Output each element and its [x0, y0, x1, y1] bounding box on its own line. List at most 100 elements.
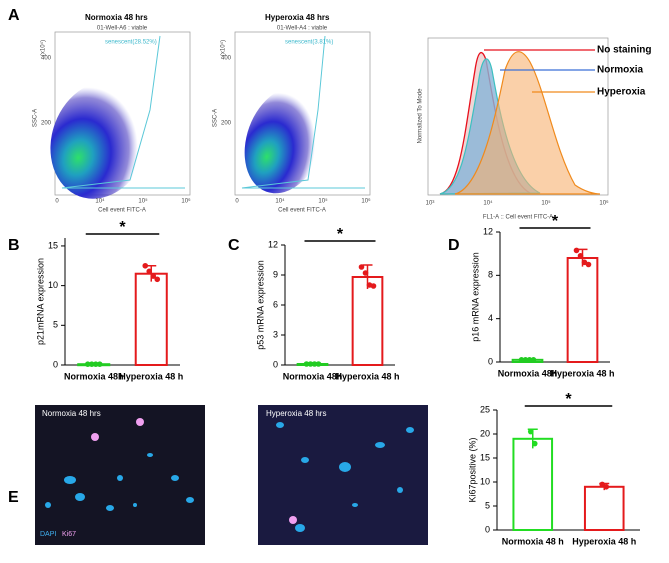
panel-label: D: [448, 237, 460, 254]
y-unit: (x10⁴): [40, 40, 47, 56]
data-point: [358, 264, 365, 270]
y-tick-label: 9: [273, 269, 278, 279]
significance-label: *: [119, 219, 126, 236]
micrograph-1: [35, 405, 205, 545]
x-tick-label: Normoxia 48 h: [502, 536, 564, 546]
gate-label: senescent(3.81%): [285, 40, 333, 46]
x-tick-label: Normoxia 48h: [64, 371, 124, 381]
flow-plot-1: [50, 31, 191, 199]
y-axis-label: p21mRNA expression: [35, 258, 45, 345]
data-point: [303, 361, 310, 367]
y-tick-label: 0: [53, 359, 58, 369]
x-tick-label: 10⁴: [483, 200, 493, 207]
y-tick-label: 200: [221, 121, 232, 127]
y-tick-label: 15: [480, 452, 490, 462]
data-point: [315, 361, 322, 367]
data-point: [577, 253, 584, 259]
data-point: [150, 273, 157, 279]
image-title: Hyperoxia 48 hrs: [266, 409, 326, 418]
x-axis-label: Cell event FITC-A: [98, 208, 146, 214]
y-unit: (x10⁴): [220, 40, 227, 56]
gate-label: senescent(28.52%): [105, 40, 157, 46]
panel-label: A: [8, 7, 20, 24]
y-tick-label: 5: [485, 500, 490, 510]
x-tick-label: Hyperoxia 48 h: [572, 536, 636, 546]
x-tick-label: 10³: [426, 201, 435, 207]
y-axis-label: p16 mRNA expression: [470, 252, 480, 342]
bar: [566, 257, 599, 363]
x-tick-label: 10⁶: [181, 198, 191, 205]
data-point: [603, 484, 610, 490]
y-axis-label: Ki67positive (%): [467, 437, 477, 502]
y-tick-label: 0: [488, 356, 493, 366]
gate-header: 01-Well-A6 : viable: [97, 26, 148, 32]
data-point: [92, 361, 99, 368]
x-tick-label: 10⁵: [318, 198, 328, 205]
bar: [583, 485, 625, 531]
y-tick-label: 20: [480, 428, 490, 438]
flow-title: Hyperoxia 48 hrs: [265, 13, 330, 22]
flow-plot-2: [234, 31, 371, 196]
y-axis-label: p53 mRNA expression: [255, 260, 265, 350]
data-point: [88, 361, 95, 368]
data-point: [527, 428, 534, 435]
x-tick-label: 10⁶: [361, 198, 371, 205]
data-point: [311, 361, 318, 367]
data-point: [585, 261, 592, 268]
y-tick-label: 400: [41, 56, 52, 62]
data-point: [154, 276, 161, 283]
y-tick-label: 200: [41, 121, 52, 127]
y-tick-label: 0: [485, 524, 490, 534]
x-tick-label: Hyperoxia 48 h: [119, 371, 183, 381]
panel-label: C: [228, 237, 240, 254]
data-point: [518, 357, 525, 363]
legend-label: No staining: [597, 45, 651, 56]
x-tick-label: 0: [235, 199, 239, 205]
stain-label: Ki67: [62, 531, 76, 538]
x-tick-label: 10⁵: [541, 200, 551, 207]
flow-title: Normoxia 48 hrs: [85, 13, 148, 22]
y-tick-label: 400: [221, 56, 232, 62]
x-axis-label: Cell event FITC-A: [278, 208, 326, 214]
x-tick-label: 10⁵: [138, 198, 148, 205]
x-tick-label: 10⁴: [275, 198, 285, 205]
micrograph-2: [258, 405, 428, 545]
data-point: [573, 247, 580, 254]
y-tick-label: 6: [273, 299, 278, 309]
gate-header: 01-Well-A4 : viable: [277, 26, 328, 32]
x-tick-label: 0: [55, 199, 59, 205]
legend-label: Hyperoxia: [597, 87, 646, 98]
data-point: [96, 361, 103, 368]
bar: [512, 437, 554, 531]
data-point: [370, 283, 377, 289]
y-tick-label: 25: [480, 404, 490, 414]
data-point: [522, 357, 529, 363]
significance-label: *: [552, 213, 559, 230]
panel-label: B: [8, 237, 20, 254]
x-tick-label: Hyperoxia 48 h: [335, 371, 399, 381]
y-tick-label: 10: [480, 476, 490, 486]
data-point: [142, 262, 149, 269]
y-tick-label: 4: [488, 313, 493, 323]
data-point: [146, 268, 153, 275]
image-title: Normoxia 48 hrs: [42, 409, 101, 418]
data-point: [307, 361, 314, 367]
bar: [134, 272, 168, 366]
panel-label: E: [8, 489, 19, 506]
data-point: [531, 440, 538, 447]
y-tick-label: 3: [273, 329, 278, 339]
y-tick-label: 12: [268, 239, 278, 249]
data-point: [526, 357, 533, 363]
histogram-plot: [427, 37, 609, 196]
y-tick-label: 8: [488, 270, 493, 280]
y-axis-label: SSC-A: [33, 109, 39, 127]
y-axis-label: Normalized To Mode: [418, 88, 424, 144]
significance-label: *: [337, 226, 344, 243]
y-tick-label: 12: [483, 226, 493, 236]
legend-label: Normoxia: [597, 65, 644, 76]
x-tick-label: Hyperoxia 48 h: [550, 368, 614, 378]
bar: [351, 276, 384, 366]
stain-label: DAPI: [40, 531, 56, 538]
y-tick-label: 0: [273, 359, 278, 369]
